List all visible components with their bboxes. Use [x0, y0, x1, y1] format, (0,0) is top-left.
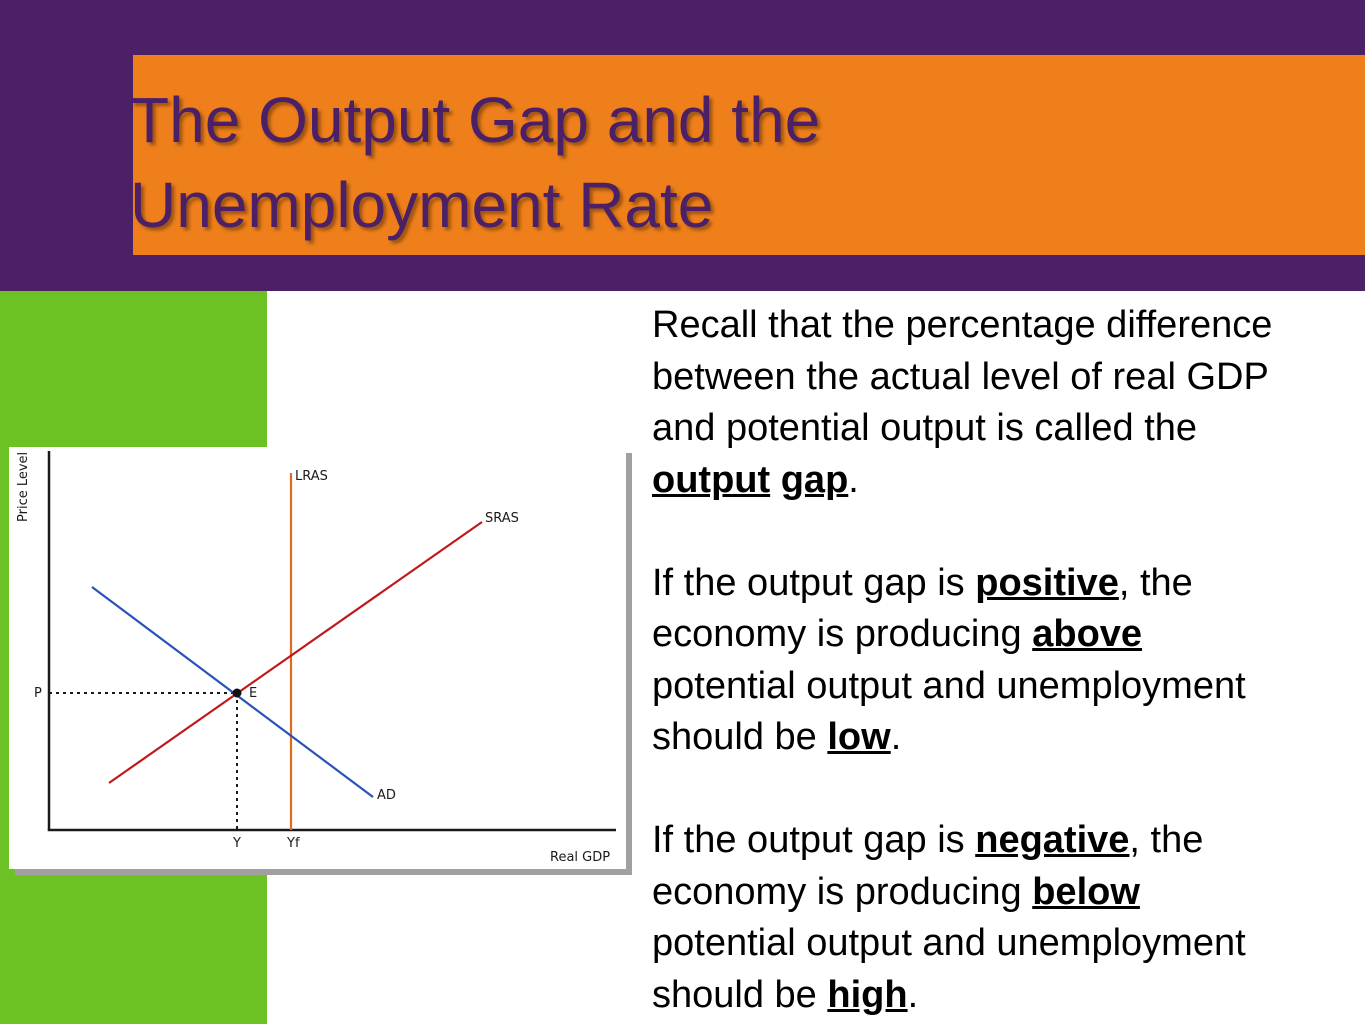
keyword-negative: negative [975, 819, 1130, 861]
body-text: Recall that the percentage difference bet… [652, 300, 1365, 1024]
sras-label: SRAS [485, 511, 519, 526]
ad-as-svg: Price Level Real GDP LRAS SRAS AD E P Y … [16, 451, 616, 865]
ad-curve [91, 586, 374, 798]
p2-text-a: If the output gap is [652, 561, 976, 604]
p2-text-d: potential output and unemployment [652, 664, 1246, 707]
p2-text-c: economy is producing [652, 613, 1033, 655]
price-label: P [34, 686, 42, 701]
p3-text-e: should be [652, 973, 828, 1016]
keyword-low: low [827, 716, 891, 758]
p3-text-a: If the output gap is [652, 819, 976, 861]
potential-output-label: Yf [286, 836, 300, 851]
p2-end: . [890, 716, 902, 758]
equilibrium-label: E [249, 686, 257, 701]
keyword-output: output [652, 458, 771, 501]
keyword-below: below [1032, 870, 1140, 913]
p3-end: . [907, 973, 919, 1016]
p2-text-b: , the [1118, 561, 1193, 604]
title-line-2: Unemployment Rate [130, 169, 714, 241]
p3-text-b: , the [1129, 819, 1204, 861]
ad-label: AD [377, 788, 396, 803]
y-axis-label: Price Level [16, 452, 31, 522]
output-label: Y [232, 836, 241, 851]
p1-line-3: and potential output is called the [652, 407, 1198, 449]
x-axis-label: Real GDP [550, 850, 610, 865]
p3-text-d: potential output and unemployment [652, 922, 1246, 964]
keyword-gap: gap [780, 458, 849, 501]
paragraph-positive-gap: If the output gap is positive, the econom… [652, 558, 1365, 764]
slide-title: The Output Gap and the Unemployment Rate [130, 78, 820, 248]
paragraph-negative-gap: If the output gap is negative, the econom… [652, 815, 1365, 1021]
keyword-high: high [827, 973, 908, 1016]
lras-label: LRAS [295, 469, 328, 484]
p2-text-e: should be [652, 716, 828, 758]
sras-curve [108, 521, 483, 784]
ad-as-diagram: Price Level Real GDP LRAS SRAS AD E P Y … [9, 447, 626, 869]
p1-end: . [848, 458, 859, 501]
equilibrium-point [232, 688, 242, 698]
paragraph-output-gap: Recall that the percentage difference bet… [652, 300, 1365, 506]
p3-text-c: economy is producing [652, 870, 1033, 913]
title-box [133, 55, 1365, 255]
p1-line-1: Recall that the percentage difference [652, 304, 1273, 346]
p1-line-2: between the actual level of real GDP [652, 355, 1269, 398]
keyword-above: above [1032, 613, 1143, 655]
keyword-positive: positive [975, 561, 1119, 604]
title-line-1: The Output Gap and the [130, 84, 821, 156]
